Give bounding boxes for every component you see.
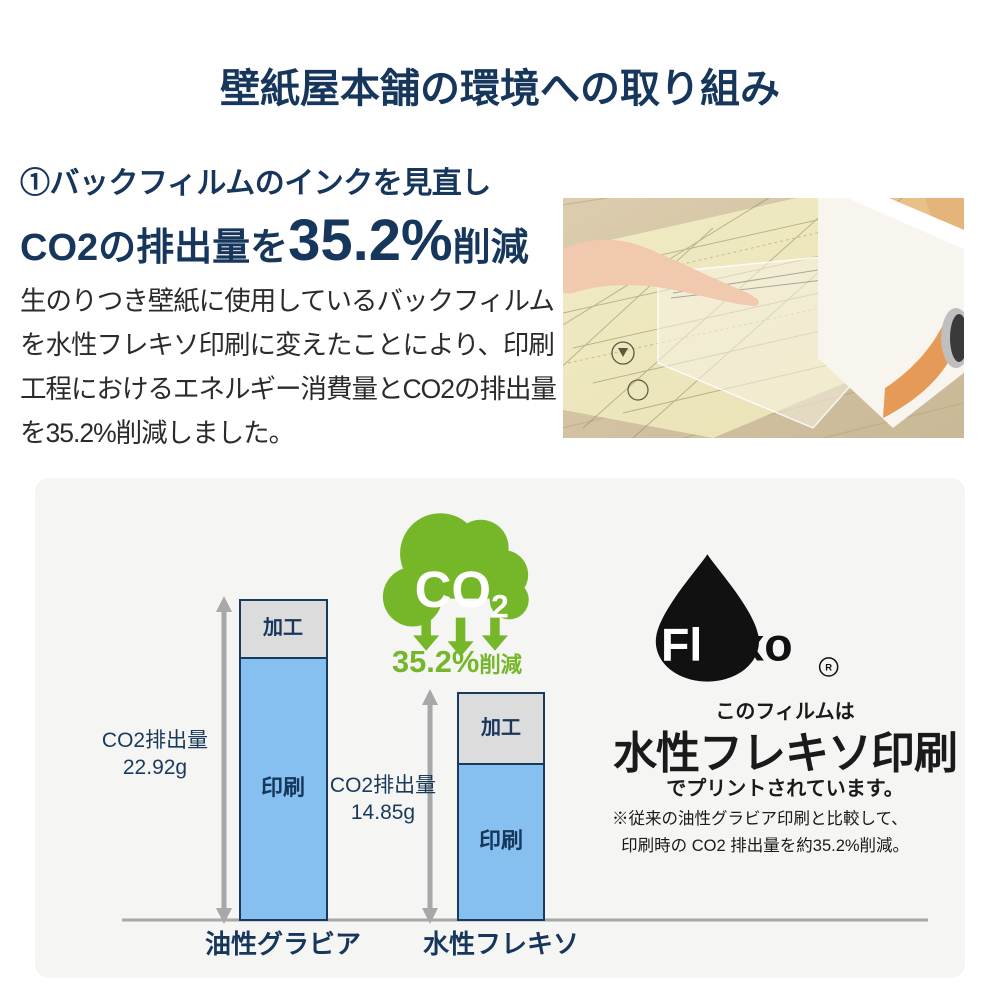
svg-text:CO2排出量: CO2排出量 — [102, 729, 208, 752]
svg-text:加工: 加工 — [480, 716, 521, 739]
svg-text:印刷: 印刷 — [261, 775, 305, 800]
svg-text:水性フレキソ: 水性フレキソ — [423, 929, 579, 959]
svg-text:Fl: Fl — [661, 619, 702, 671]
svg-text:exo: exo — [713, 619, 793, 671]
svg-text:R: R — [825, 662, 832, 673]
svg-text:印刷: 印刷 — [479, 828, 523, 853]
svg-text:14.85g: 14.85g — [351, 801, 415, 824]
svg-text:油性グラビア: 油性グラビア — [205, 929, 361, 959]
svg-text:35.2%削減: 35.2%削減 — [392, 644, 523, 679]
svg-text:加工: 加工 — [262, 616, 303, 639]
svg-text:22.92g: 22.92g — [123, 756, 187, 779]
svg-text:CO2排出量: CO2排出量 — [330, 774, 436, 797]
